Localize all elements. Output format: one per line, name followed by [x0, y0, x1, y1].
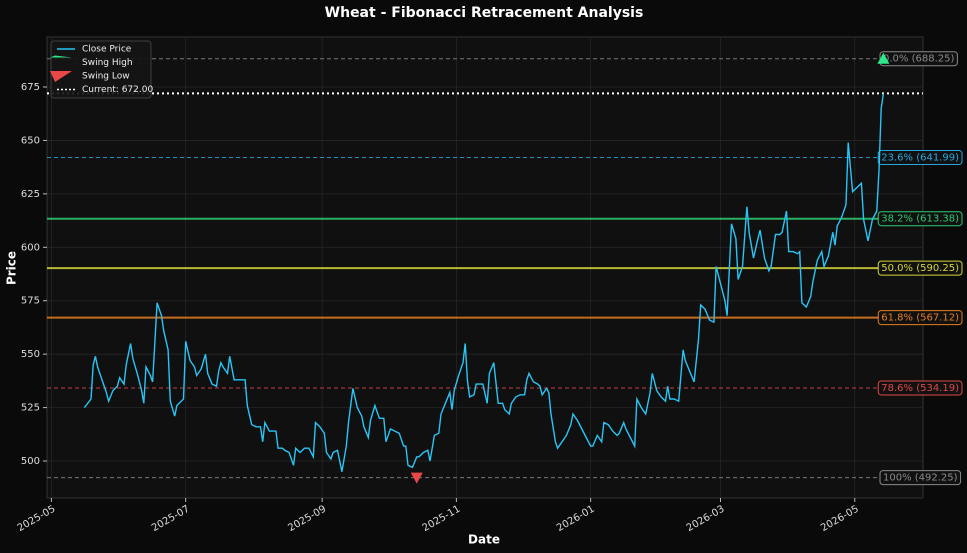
legend-box	[50, 40, 152, 99]
fib-level-label-box	[879, 51, 958, 67]
legend-label: Current: 672.00	[82, 85, 153, 95]
swing-high-marker	[877, 52, 890, 64]
legend-swatch	[50, 55, 72, 58]
chart-title: Wheat - Fibonacci Retracement Analysis	[325, 5, 644, 21]
y-tick-label: 650	[21, 135, 40, 146]
fib-level-label-box	[877, 211, 963, 227]
y-tick-label: 525	[21, 403, 40, 414]
fib-level-label: 50.0% (590.25)	[881, 263, 959, 274]
y-tick-label: 675	[21, 82, 40, 93]
fib-level-label: 23.6% (641.99)	[881, 153, 959, 164]
legend-label: Swing Low	[82, 72, 130, 82]
legend-swatch	[50, 71, 72, 82]
fib-level-label: 38.2% (613.38)	[881, 214, 959, 225]
fib-level-label-box	[877, 260, 963, 276]
fib-level-label-box	[879, 470, 962, 486]
fib-level-label: 61.8% (567.12)	[881, 313, 959, 324]
swing-low-marker	[410, 472, 423, 484]
fib-level-label: 78.6% (534.19)	[881, 383, 959, 394]
y-tick-label: 500	[21, 456, 40, 467]
x-axis-label: Date	[468, 533, 500, 547]
legend-label: Close Price	[82, 45, 132, 55]
fib-level-label: 0.0% (688.25)	[883, 54, 954, 65]
y-tick-label: 625	[21, 189, 40, 200]
legend-label: Swing High	[82, 58, 133, 68]
price-line	[83, 93, 885, 472]
y-tick-label: 550	[21, 349, 40, 360]
fib-level-label-box	[877, 380, 963, 396]
fib-level-label: 100% (492.25)	[883, 473, 958, 484]
fib-level-label-box	[877, 150, 963, 166]
fib-level-label-box	[877, 310, 963, 326]
y-tick-label: 575	[21, 296, 40, 307]
y-axis-label: Price	[5, 251, 19, 285]
y-tick-label: 600	[21, 242, 40, 253]
